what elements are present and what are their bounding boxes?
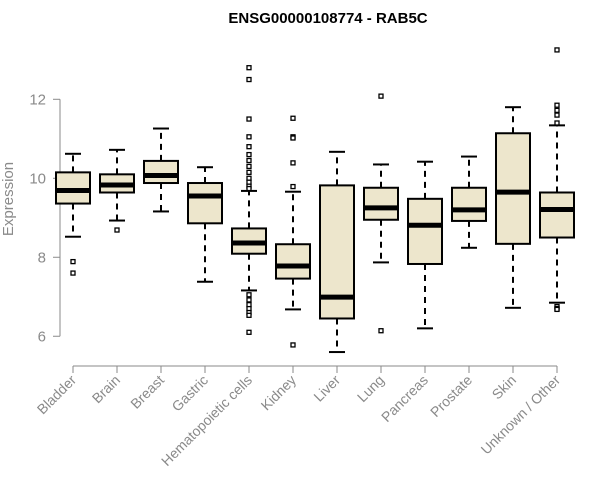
outlier-point [290,115,296,121]
iqr-box [539,191,575,239]
y-tick-label: 6 [38,328,46,345]
outlier-point [246,116,252,122]
outlier-point [246,329,252,335]
outlier-point [378,93,384,99]
y-tick-label: 12 [29,91,46,108]
box-bladder [55,152,91,276]
box-unknown-other [539,47,575,313]
outlier-point [246,169,252,176]
outlier-point [554,102,560,108]
outlier-point [246,65,252,71]
x-tick-label: Pancreas [378,372,431,425]
box-pancreas [407,160,443,330]
outlier-point [554,107,560,113]
outlier-point [70,258,76,265]
box-breast [143,127,179,213]
y-tick-label: 8 [38,249,46,266]
x-tick-label: Gastric [168,372,211,415]
outlier-point [246,134,252,140]
outlier-point [246,185,252,192]
iqr-box [451,186,487,222]
box-brain [99,148,135,233]
outlier-point [246,312,252,318]
iqr-box [495,132,531,245]
outlier-point [290,342,296,348]
outlier-point [246,76,252,83]
outlier-point [246,163,252,170]
outlier-point [246,144,252,150]
iqr-box [55,171,91,205]
x-tick-label: Bladder [34,372,80,418]
boxes [55,47,575,354]
outlier-point [378,328,384,334]
outlier-point [246,292,252,298]
iqr-box [407,197,443,265]
box-gastric [187,166,223,283]
x-tick-label: Brain [89,372,123,406]
box-lung [363,93,399,334]
y-axis-label: Expression [0,162,17,236]
outlier-point [290,135,296,141]
box-hematopoietic-cells [231,65,267,335]
outlier-point [246,297,252,303]
box-liver [319,150,355,354]
x-tick-label: Prostate [427,372,475,420]
outlier-point [290,183,296,190]
x-tick-label: Skin [489,372,520,403]
axes: 6 8 10 12 [29,91,558,373]
outlier-point [554,306,560,313]
x-tick-label: Liver [310,372,343,405]
outlier-point [290,160,296,166]
box-prostate [451,155,487,249]
chart-title: ENSG00000108774 - RAB5C [228,10,427,27]
outlier-point [114,227,120,233]
iqr-box [187,182,223,225]
iqr-box [363,186,399,221]
outlier-point [246,151,252,158]
box-skin [495,106,531,309]
outlier-point [246,157,252,164]
outlier-point [70,270,76,276]
outlier-point [554,47,560,53]
iqr-box [275,243,311,280]
x-tick-label: Lung [354,372,387,405]
outlier-point [554,120,560,126]
iqr-box [143,159,179,185]
x-tick-label: Breast [127,372,167,412]
x-tick-label: Unknown / Other [478,372,564,458]
y-tick-label: 10 [29,170,46,187]
outlier-point [554,112,560,118]
x-tick-label: Kidney [258,372,300,414]
box-kidney [275,115,311,348]
